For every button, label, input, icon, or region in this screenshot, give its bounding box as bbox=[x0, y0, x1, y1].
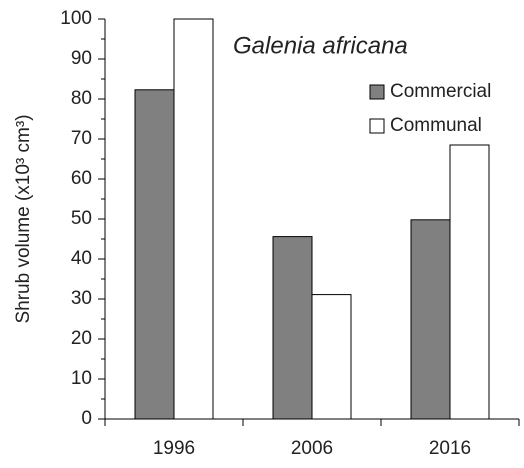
x-tick-label: 2016 bbox=[429, 438, 471, 459]
bar bbox=[173, 18, 214, 420]
x-tick-label: 1996 bbox=[153, 438, 195, 459]
annotation: Galenia africana bbox=[233, 32, 408, 59]
legend-label: Commercial bbox=[390, 81, 491, 102]
y-tick-label: 90 bbox=[71, 48, 92, 69]
bar bbox=[449, 144, 490, 420]
y-tick-label: 60 bbox=[71, 168, 92, 189]
y-tick-label: 0 bbox=[81, 408, 92, 429]
y-tick-label: 80 bbox=[71, 88, 92, 109]
legend-label: Communal bbox=[390, 115, 482, 136]
y-tick-label: 70 bbox=[71, 128, 92, 149]
y-tick-label: 40 bbox=[71, 248, 92, 269]
y-tick-label: 30 bbox=[71, 288, 92, 309]
bar bbox=[272, 236, 313, 420]
y-tick-label: 100 bbox=[60, 8, 92, 29]
y-tick-label: 50 bbox=[71, 208, 92, 229]
bar bbox=[134, 89, 175, 420]
y-tick-label: 20 bbox=[71, 328, 92, 349]
bar bbox=[410, 219, 451, 420]
x-tick-label: 2006 bbox=[291, 438, 333, 459]
y-axis-label: Shrub volume (x10³ cm³) bbox=[13, 114, 34, 323]
legend-swatch bbox=[369, 118, 385, 134]
bar bbox=[311, 294, 352, 420]
legend-swatch bbox=[369, 84, 385, 100]
y-tick-label: 10 bbox=[71, 368, 92, 389]
